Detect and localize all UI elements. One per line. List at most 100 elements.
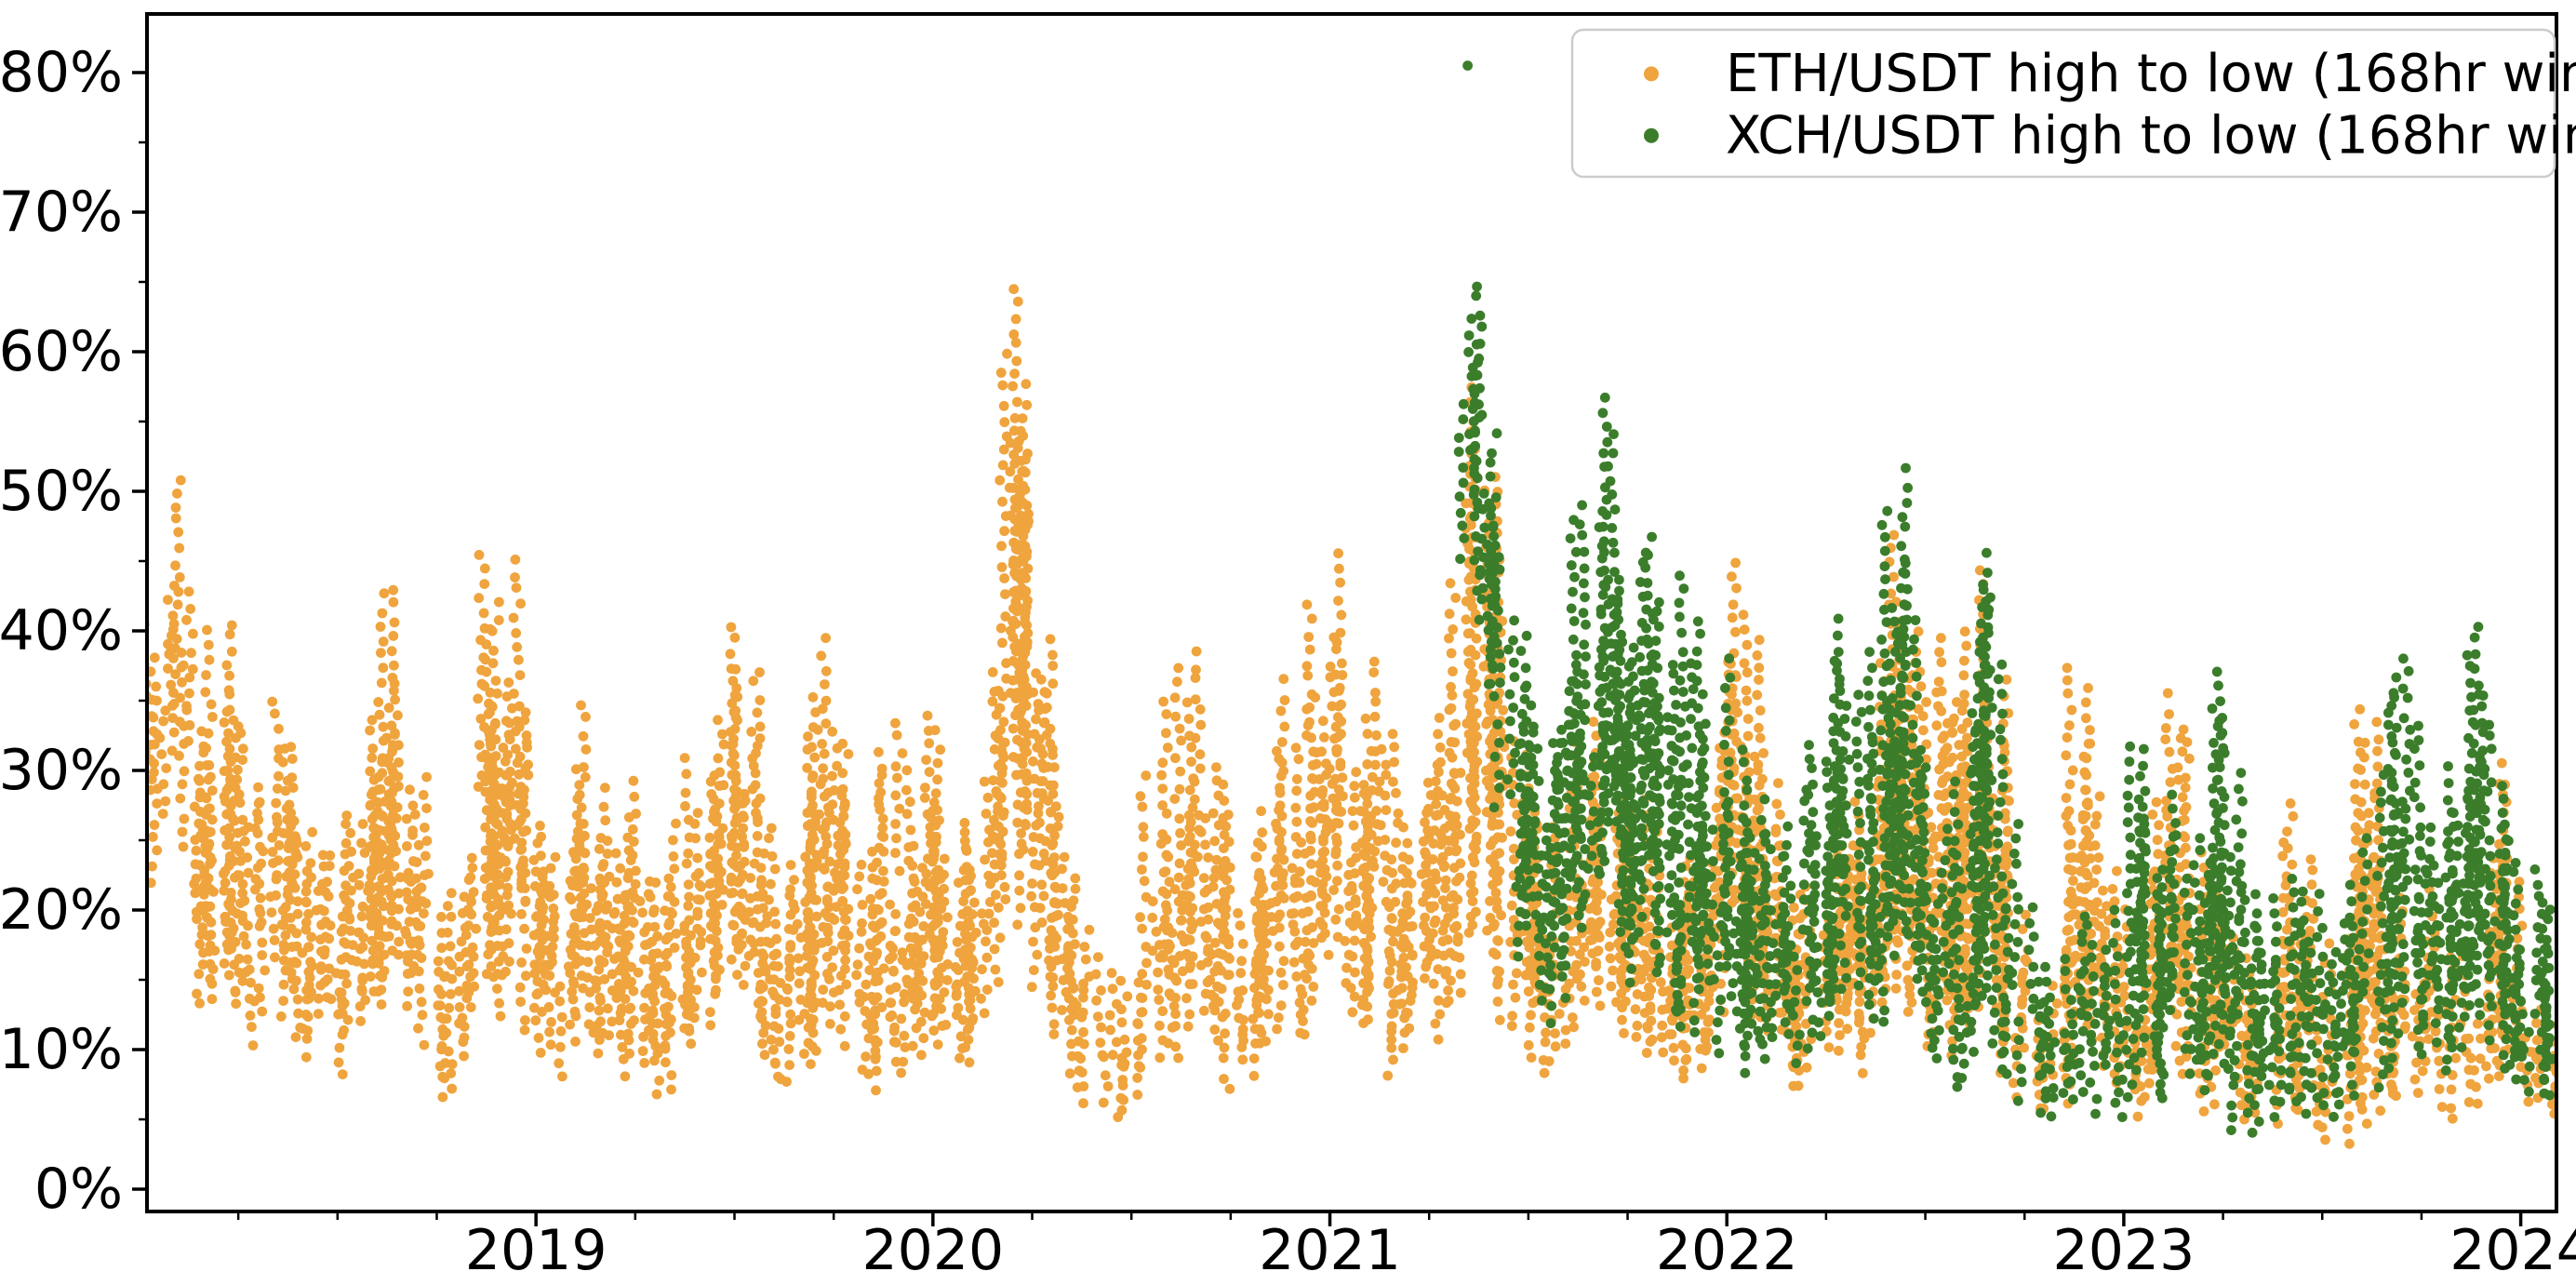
data-point-eth — [337, 1069, 348, 1079]
data-point-eth — [1420, 817, 1430, 828]
data-point-eth — [1854, 997, 1865, 1007]
data-point-eth — [1162, 743, 1173, 753]
data-point-eth — [1435, 756, 1446, 768]
data-point-eth — [602, 849, 613, 859]
data-point-eth — [792, 918, 803, 930]
data-point-eth — [998, 400, 1009, 411]
data-point-eth — [1469, 722, 1480, 733]
data-point-eth — [894, 803, 905, 814]
data-point-eth — [341, 978, 352, 989]
data-point-eth — [594, 955, 606, 966]
data-point-eth — [1605, 953, 1616, 964]
data-point-eth — [827, 799, 838, 810]
data-point-eth — [170, 513, 181, 524]
data-point-eth — [1095, 1037, 1106, 1048]
data-point-eth — [685, 957, 696, 969]
data-point-eth — [1421, 961, 1432, 972]
data-point-eth — [1754, 803, 1765, 814]
data-point-eth — [647, 1008, 659, 1019]
data-point-eth — [989, 917, 999, 929]
data-point-eth — [769, 1057, 781, 1068]
data-point-eth — [1211, 762, 1221, 772]
data-point-eth — [1046, 925, 1057, 935]
data-point-eth — [273, 855, 284, 866]
x-tick-label: 2021 — [1259, 1218, 1401, 1283]
data-point-eth — [1449, 814, 1460, 825]
data-point-eth — [1316, 800, 1328, 811]
data-point-eth — [175, 692, 186, 703]
data-point-eth — [292, 908, 303, 919]
data-point-eth — [174, 572, 185, 582]
data-point-eth — [473, 782, 484, 792]
data-point-eth — [147, 877, 156, 889]
data-point-eth — [1169, 692, 1181, 703]
data-point-eth — [365, 971, 376, 982]
data-point-eth — [695, 940, 706, 951]
data-point-eth — [1319, 846, 1330, 857]
data-point-eth — [1030, 859, 1040, 870]
data-point-eth — [307, 826, 318, 837]
data-point-eth — [272, 783, 283, 794]
data-point-eth — [433, 1000, 444, 1011]
data-point-eth — [897, 955, 908, 966]
data-point-eth — [1117, 1080, 1128, 1091]
data-point-eth — [198, 747, 209, 758]
y-tick-label: 80% — [0, 40, 123, 105]
data-point-eth — [168, 727, 180, 738]
data-point-eth — [570, 764, 581, 775]
data-point-eth — [1492, 997, 1503, 1007]
data-point-eth — [1788, 902, 1799, 913]
data-point-eth — [586, 883, 596, 893]
data-point-eth — [680, 801, 690, 811]
data-point-eth — [223, 944, 234, 956]
data-point-eth — [952, 937, 963, 947]
data-point-eth — [1278, 980, 1288, 990]
data-point-eth — [566, 894, 577, 905]
data-point-eth — [376, 999, 387, 1010]
data-point-eth — [1381, 805, 1392, 815]
data-point-eth — [462, 904, 474, 915]
data-point-eth — [639, 927, 650, 938]
data-point-eth — [437, 1091, 448, 1103]
data-point-eth — [689, 1012, 700, 1024]
data-point-eth — [920, 899, 931, 909]
data-point-eth — [240, 836, 250, 847]
data-point-eth — [1020, 612, 1031, 622]
data-point-eth — [163, 663, 173, 674]
data-point-eth — [1147, 945, 1158, 957]
data-point-eth — [1175, 766, 1186, 777]
data-point-eth — [1099, 1051, 1109, 1063]
data-point-eth — [1255, 948, 1266, 958]
data-point-eth — [712, 810, 723, 822]
data-point-eth — [485, 795, 496, 805]
data-point-eth — [1550, 1041, 1561, 1052]
data-point-eth — [864, 1010, 875, 1021]
data-point-eth — [828, 945, 839, 957]
data-point-eth — [939, 853, 950, 864]
data-point-eth — [1186, 916, 1196, 927]
data-point-eth — [750, 768, 761, 779]
data-point-eth — [417, 1010, 428, 1021]
data-point-eth — [1585, 935, 1595, 945]
data-point-eth — [495, 1011, 506, 1022]
data-point-eth — [454, 966, 465, 977]
data-point-eth — [928, 902, 939, 913]
data-point-eth — [302, 1011, 314, 1023]
data-point-eth — [245, 1011, 256, 1021]
data-point-eth — [181, 614, 192, 625]
data-point-eth — [1026, 890, 1036, 902]
data-point-eth — [1274, 1012, 1284, 1024]
data-point-eth — [785, 940, 796, 950]
data-point-eth — [1305, 816, 1315, 826]
data-point-eth — [1031, 668, 1041, 678]
data-point-eth — [376, 677, 387, 689]
data-point-eth — [1305, 790, 1316, 801]
data-point-eth — [546, 1017, 556, 1027]
data-point-eth — [726, 954, 737, 965]
data-point-eth — [941, 1020, 952, 1030]
data-point-eth — [1494, 848, 1505, 859]
data-point-eth — [821, 633, 831, 644]
data-point-eth — [194, 969, 205, 980]
data-point-eth — [766, 823, 777, 834]
data-point-eth — [149, 820, 160, 830]
